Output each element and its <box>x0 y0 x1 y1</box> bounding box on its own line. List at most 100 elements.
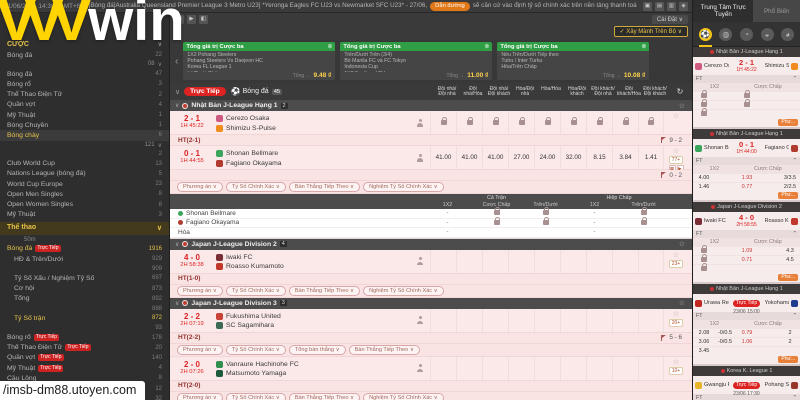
detail-selection-row[interactable]: Hòa - - <box>170 228 692 238</box>
league-section-bar[interactable]: ∨ Japan J-League Division 2 4 ☆ <box>170 238 692 250</box>
esports-icon[interactable]: ◒ <box>760 27 774 41</box>
sidebar-item-Bóng rổ[interactable]: Bóng rổ 3 <box>0 79 169 89</box>
sidebar-item-Nations League (bóng đá)[interactable]: Nations League (bóng đá) 5 <box>0 169 169 179</box>
live-odds-cell[interactable] <box>693 108 715 117</box>
market-filter-pill[interactable]: Tỷ Số Chính Xác ∨ <box>225 285 286 296</box>
odds-cell[interactable] <box>430 111 456 134</box>
chevron-down-icon[interactable]: ∨ <box>175 300 180 307</box>
parlay-card[interactable]: Tổng giá trị Cược ba ⊗ Nếu Trên/Dưới Tiếp … <box>497 42 650 80</box>
collapse-all-icon[interactable]: ∨ <box>175 88 181 96</box>
sidebar-item-Open Women Singles[interactable]: Open Women Singles 8 <box>0 199 169 209</box>
sidebar-item-Bóng rổ[interactable]: Bóng rổ Trực Tiếp 178 <box>0 333 169 343</box>
live-odds-cell[interactable]: 3.06 <box>693 339 715 345</box>
sidebar-item-Bóng Chuyền[interactable]: Bóng Chuyền 1 <box>0 120 169 130</box>
live-odds-cell[interactable]: 2 <box>779 339 800 345</box>
sidebar-item-Open Men Singles[interactable]: Open Men Singles 8 <box>0 189 169 199</box>
market-filter-pill[interactable]: Nghiệm Tỷ Số Chính Xác ∨ <box>363 285 444 296</box>
odds-cell[interactable] <box>612 249 638 273</box>
grid-view-icon[interactable]: ⊞ <box>175 15 184 24</box>
market-filter-pill[interactable]: Bàn Thắng Tiếp Theo ∨ <box>288 392 361 400</box>
stats-icon-cell[interactable] <box>410 250 430 273</box>
tab-online-center[interactable]: Trung Tâm Trực Tuyến <box>693 0 754 22</box>
market-filter-pill[interactable]: Nghiệm Tỷ Số Chính Xác ∨ <box>363 392 444 400</box>
live-odds-cell[interactable]: -0/0.5 <box>715 330 735 336</box>
odds-cell[interactable] <box>586 356 612 380</box>
fulltime-bar[interactable]: FT ⌃ <box>693 312 800 320</box>
market-filter-pill[interactable]: Bàn Thắng Tiếp Theo ∨ <box>288 182 361 192</box>
sidebar-item-Thể Thao Điện Tử[interactable]: Thể Thao Điện Tử 2 <box>0 90 169 100</box>
odds-cell[interactable] <box>560 356 586 380</box>
close-icon[interactable]: ⊗ <box>484 44 490 50</box>
odds-cell[interactable]: 41.00 <box>482 146 508 169</box>
sidebar-group-toggle[interactable]: 08 ∨ <box>0 60 169 69</box>
favorite-star-icon[interactable]: ☆ <box>672 113 680 120</box>
odds-cell[interactable]: 41.00 <box>456 146 482 169</box>
odds-cell[interactable]: 41.00 <box>430 146 456 169</box>
sidebar-item-Mỹ Thuật[interactable]: Mỹ Thuật Trực Tiếp 4 <box>0 363 169 373</box>
odds-cell[interactable] <box>508 308 534 332</box>
more-markets-badge[interactable]: 77+ <box>669 156 683 164</box>
volleyball-icon[interactable]: ◕ <box>781 27 795 41</box>
detail-odds-cell[interactable] <box>619 207 668 216</box>
live-odds-cell[interactable] <box>735 90 759 99</box>
market-filter-pill[interactable]: Tỷ Số Chính Xác ∨ <box>225 392 286 400</box>
odds-cell[interactable] <box>456 308 482 332</box>
detail-odds-cell[interactable]: - <box>423 210 472 216</box>
detail-odds-cell[interactable] <box>521 216 570 226</box>
favorite-star-icon[interactable]: ☆ <box>672 358 680 366</box>
odds-cell[interactable] <box>482 249 508 273</box>
parlay-card[interactable]: Tổng giá trị Cược ba ⊗ 1X2 Pohang Steelers… <box>183 42 336 80</box>
sidebar-item-Cầu Lông[interactable]: Cầu Lông 8 <box>0 373 169 383</box>
basketball-icon[interactable]: ◍ <box>719 27 733 41</box>
live-odds-cell[interactable]: 1.09 <box>735 248 759 254</box>
close-icon[interactable]: ⊗ <box>641 44 647 50</box>
more-markets-badge[interactable]: 20+ <box>669 318 683 327</box>
fulltime-bar[interactable]: FT ⌃ <box>693 75 800 83</box>
sidebar-item-Tỷ Số Xấu / Nghiệm Tỷ Số[interactable]: Tỷ Số Xấu / Nghiệm Tỷ Số 697 <box>0 273 169 283</box>
live-odds-cell[interactable]: 0.77 <box>735 184 759 190</box>
market-filter-pill[interactable]: Tỷ Số Chính Xác ∨ <box>225 344 286 355</box>
odds-cell[interactable] <box>456 249 482 273</box>
sidebar-item-Mỹ Thuật[interactable]: Mỹ Thuật 3 <box>0 210 169 220</box>
more-markets-badge[interactable]: 10+ <box>669 366 683 375</box>
odds-cell[interactable] <box>508 356 534 380</box>
detail-selection-row[interactable]: Shonan Bellmare - - <box>170 207 692 219</box>
odds-cell[interactable] <box>638 308 664 332</box>
fulltime-bar[interactable]: FT ⌃ <box>693 394 800 400</box>
sound-icon[interactable]: ◈ <box>679 1 688 11</box>
sidebar-item-Mỹ Thuật[interactable]: Mỹ Thuật 1 <box>0 110 169 120</box>
odds-cell[interactable] <box>586 249 612 273</box>
sidebar-item-count[interactable]: 93 <box>0 323 169 332</box>
more-options-button[interactable]: Phư... <box>778 119 798 126</box>
sidebar-item-Quần vợt[interactable]: Quần vợt Trực Tiếp 140 <box>0 353 169 363</box>
odds-cell[interactable] <box>586 308 612 332</box>
detail-odds-cell[interactable]: - <box>423 220 472 226</box>
sidebar-item-Bóng đá[interactable]: Bóng đá 47 <box>0 69 169 79</box>
sidebar-item-Club World Cup[interactable]: Club World Cup 13 <box>0 159 169 169</box>
sidebar-item-count[interactable]: 909 <box>0 264 169 273</box>
market-filter-pill[interactable]: Tổng bàn thắng ∨ <box>288 344 346 355</box>
tv-icon[interactable]: ▤ <box>655 1 664 11</box>
sidebar-item-count[interactable]: 888 <box>0 304 169 313</box>
odds-cell[interactable] <box>534 356 560 380</box>
league-section-bar[interactable]: ∨ Japan J-League Division 3 3 ☆ <box>170 297 692 309</box>
stats-icon-cell[interactable] <box>410 309 430 332</box>
league-section-bar[interactable]: ∨ Nhật Bản J-League Hạng 1 2 ☆ <box>170 100 692 111</box>
live-odds-cell[interactable]: 0.79 <box>735 330 759 336</box>
odds-cell[interactable]: 24.00 <box>534 146 560 169</box>
live-odds-cell[interactable]: 3/3.5 <box>779 175 800 181</box>
favorite-star-icon[interactable]: ☆ <box>672 148 680 155</box>
match-row[interactable]: 0 - 1 1H 44:55 Shonan Bellmare Fagiano Okay… <box>170 146 692 172</box>
odds-cell[interactable] <box>508 111 534 134</box>
live-filter-pill[interactable]: Trực Tiếp <box>184 87 226 96</box>
detail-odds-cell[interactable] <box>472 207 521 216</box>
market-filter-pill[interactable]: Phương án ∨ <box>177 285 223 296</box>
odds-cell[interactable] <box>612 308 638 332</box>
sidebar-bet-header[interactable]: CƯỢC ∨ <box>0 39 169 50</box>
sidebar-item-Cơ hội[interactable]: Cơ hội 873 <box>0 284 169 294</box>
live-odds-cell[interactable] <box>693 254 715 263</box>
live-odds-cell[interactable] <box>693 263 715 272</box>
odds-cell[interactable] <box>638 111 664 134</box>
live-odds-cell[interactable] <box>693 90 715 99</box>
